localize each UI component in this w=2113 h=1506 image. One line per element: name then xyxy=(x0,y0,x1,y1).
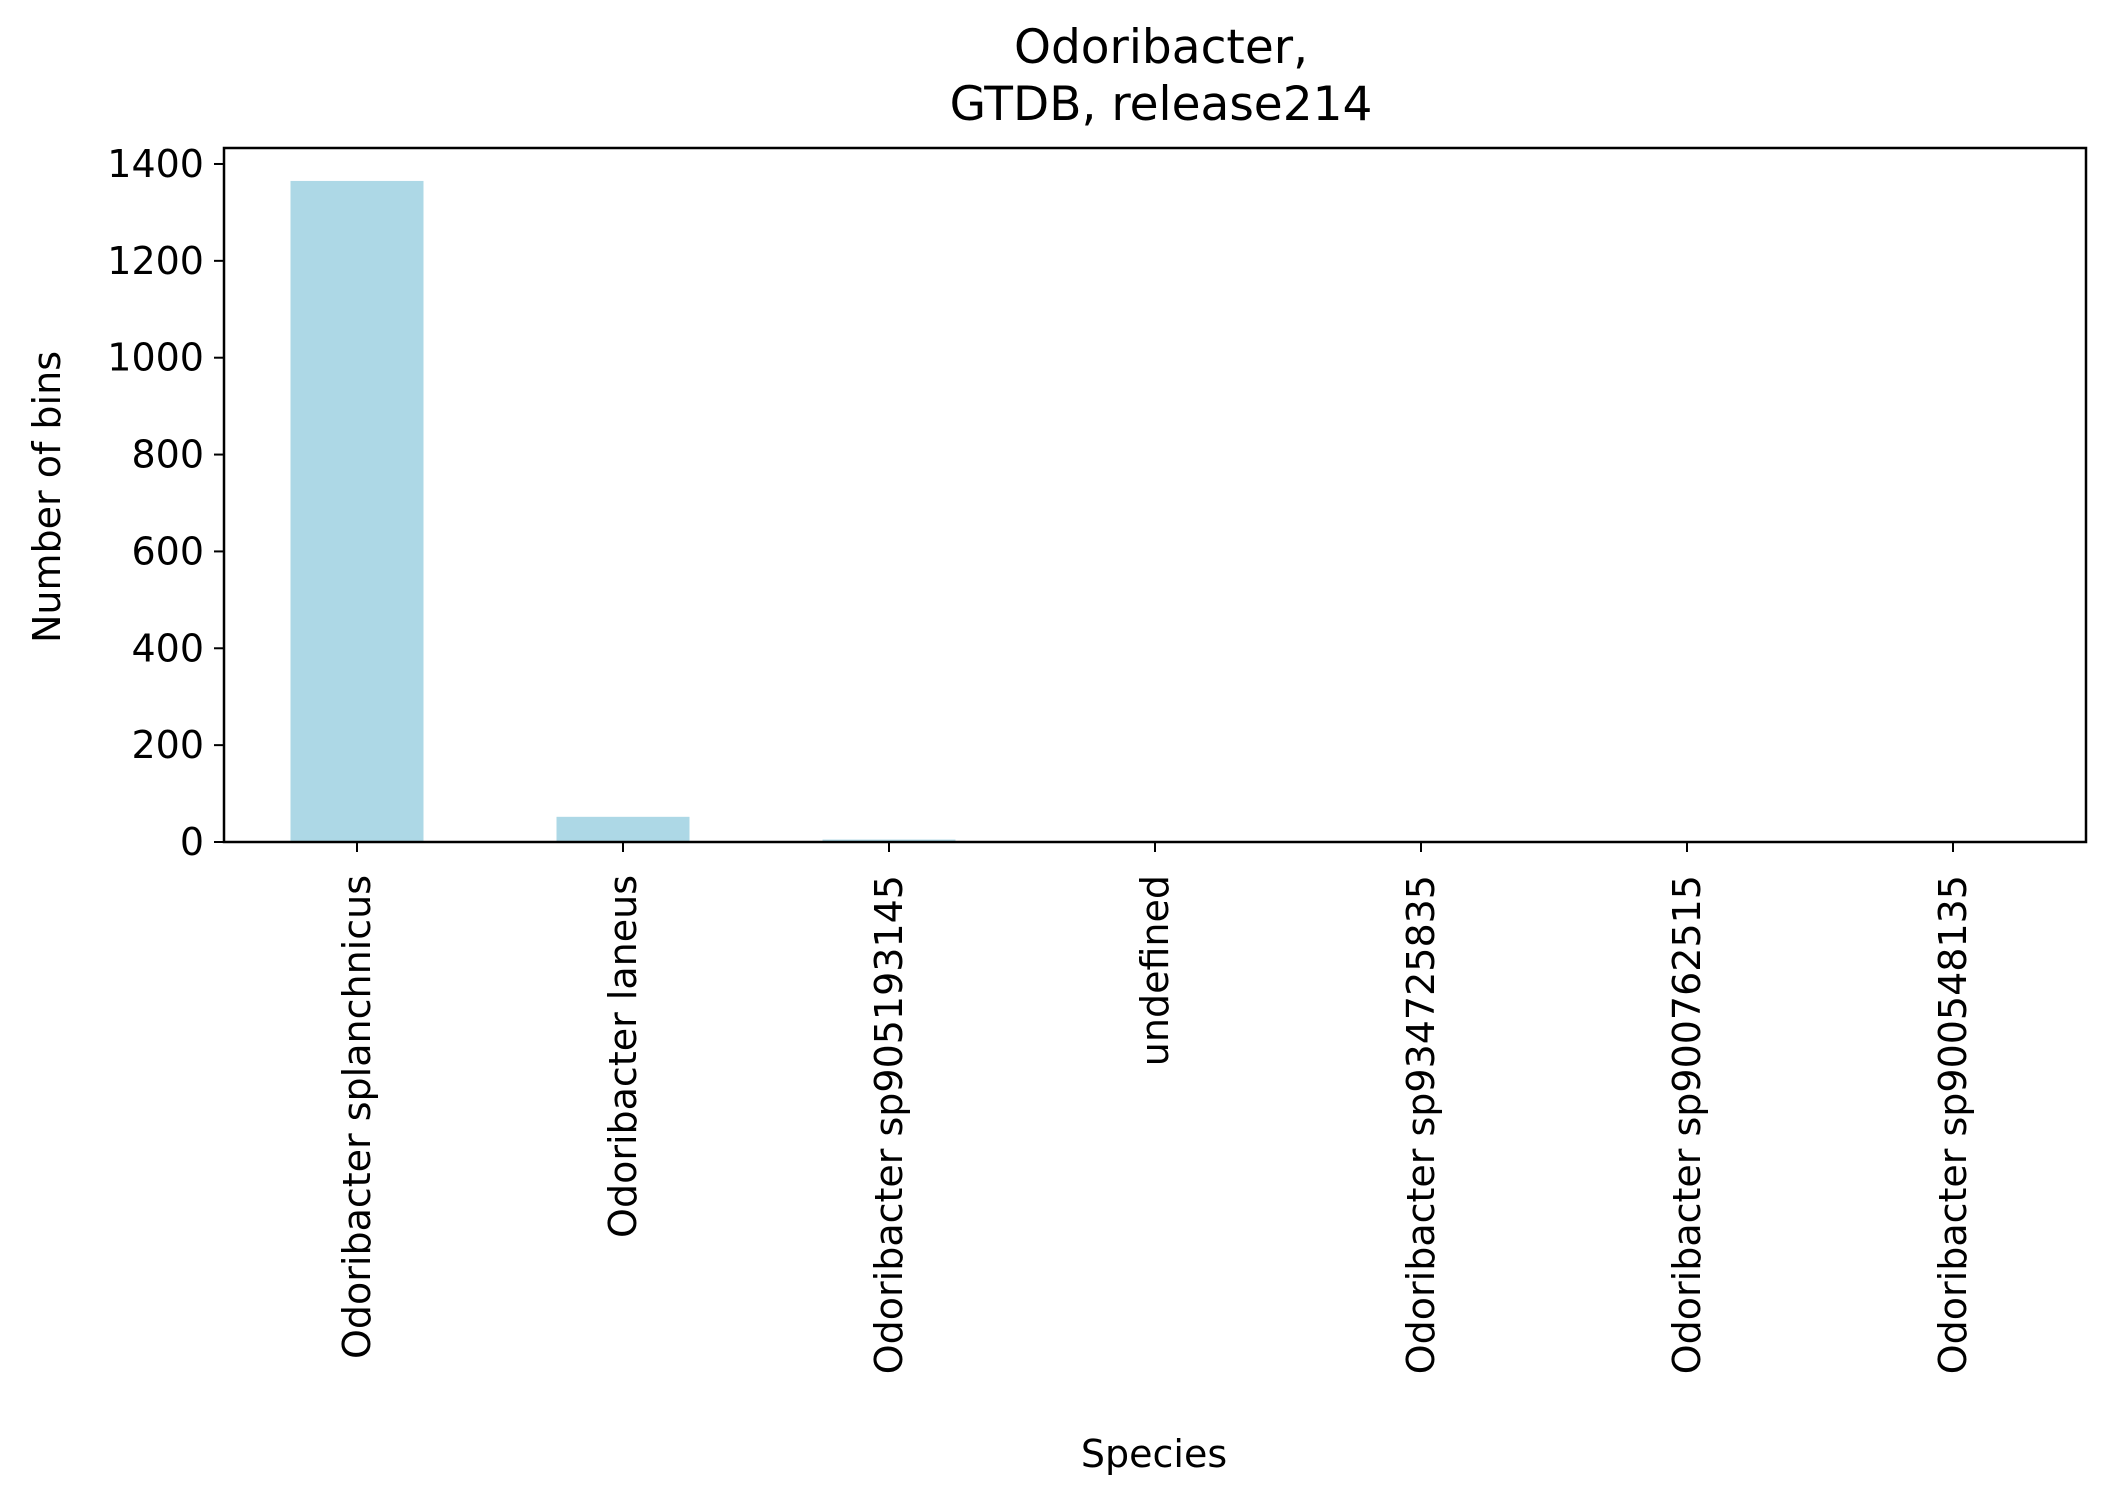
plot-area-frame xyxy=(222,146,2088,844)
chart-title-line-1: Odoribacter, xyxy=(1014,20,1308,75)
bar-group xyxy=(290,180,2020,842)
y-tick-label: 800 xyxy=(131,433,204,477)
y-axis: 0 200 400 600 800 1000 1200 1400 xyxy=(107,142,224,864)
y-tick-label: 200 xyxy=(131,723,204,767)
x-axis-label: Species xyxy=(1081,1432,1227,1476)
x-tick-label: Odoribacter laneus xyxy=(601,875,645,1238)
y-tick-label: 1200 xyxy=(107,239,204,283)
bar xyxy=(556,816,690,842)
x-tick-label: Odoribacter sp905193145 xyxy=(867,875,911,1374)
x-tick-label: Odoribacter sp900548135 xyxy=(1931,875,1975,1374)
y-tick-label: 0 xyxy=(180,820,204,864)
x-tick-label: Odoribacter splanchnicus xyxy=(335,875,379,1359)
y-tick-label: 1400 xyxy=(107,142,204,186)
y-axis-label: Number of bins xyxy=(25,351,69,643)
bar xyxy=(290,180,424,842)
y-tick-label: 1000 xyxy=(107,336,204,380)
y-tick-label: 400 xyxy=(131,626,204,670)
chart-title-line-2: GTDB, release214 xyxy=(950,77,1373,132)
x-tick-label: Odoribacter sp934725835 xyxy=(1399,875,1443,1374)
x-axis: Odoribacter splanchnicus Odoribacter lane… xyxy=(335,842,1975,1374)
x-tick-label: undefined xyxy=(1133,875,1177,1066)
x-tick-label: Odoribacter sp900762515 xyxy=(1665,875,1709,1374)
y-tick-label: 600 xyxy=(131,529,204,573)
